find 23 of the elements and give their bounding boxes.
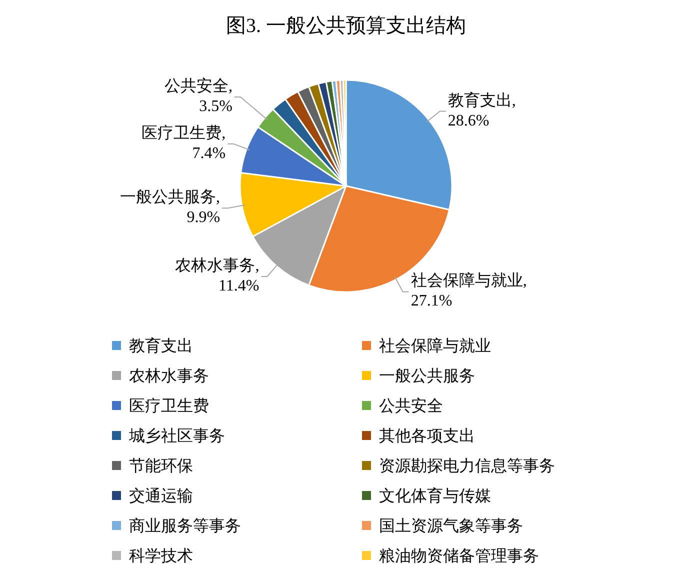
data-label: 公共安全, 3.5% — [164, 77, 233, 116]
legend-label: 粮油物资储备管理事务 — [379, 547, 539, 565]
legend-label: 科学技术 — [129, 547, 193, 565]
legend-label: 社会保障与就业 — [379, 337, 491, 355]
legend-label: 国土资源气象等事务 — [379, 517, 523, 535]
data-label: 医疗卫生费, 7.4% — [142, 124, 226, 162]
legend-label: 城乡社区事务 — [128, 427, 225, 445]
legend-label: 其他各项支出 — [379, 427, 475, 445]
legend-label: 资源勘探电力信息等事务 — [379, 457, 555, 475]
legend-label: 节能环保 — [129, 457, 193, 475]
data-label: 教育支出, 28.6% — [448, 91, 516, 130]
legend-label: 公共安全 — [379, 397, 443, 415]
data-label: 一般公共服务, 9.9% — [120, 188, 220, 226]
legend-label: 农林水事务 — [129, 367, 209, 385]
legend-label: 商业服务等事务 — [129, 517, 241, 535]
data-label: 农林水事务, 11.4% — [175, 256, 260, 295]
legend-label: 一般公共服务 — [379, 367, 475, 385]
legend-label: 教育支出 — [129, 337, 193, 355]
data-label: 社会保障与就业, 27.1% — [410, 272, 527, 310]
chart-title: 图3. 一般公共预算支出结构 — [226, 15, 466, 37]
legend-label: 交通运输 — [129, 487, 193, 505]
legend-label: 文化体育与传媒 — [379, 487, 491, 505]
legend-label: 医疗卫生费 — [129, 397, 209, 415]
